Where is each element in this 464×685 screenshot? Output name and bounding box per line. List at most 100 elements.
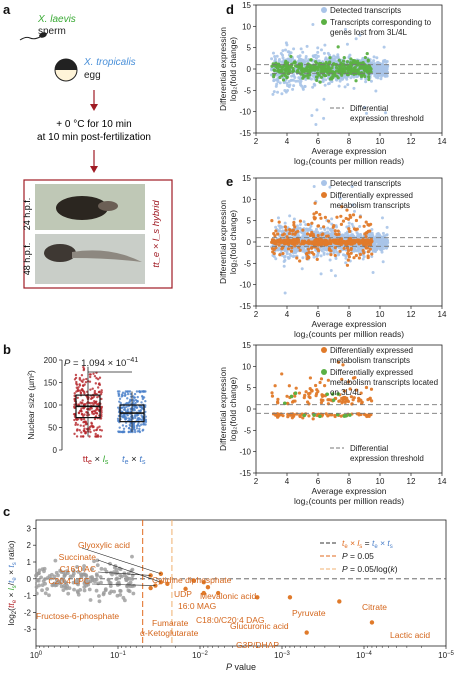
metabolite-point — [94, 588, 99, 593]
box-series — [72, 366, 104, 438]
box-jitter-point — [123, 414, 126, 417]
box-jitter-point — [98, 425, 101, 428]
box-jitter-point — [98, 376, 102, 379]
detected-transcript-point — [355, 231, 359, 235]
highlighted-transcript-point — [366, 223, 370, 227]
box-jitter-point — [124, 418, 127, 421]
detected-transcript-point — [374, 240, 378, 244]
metabolite-point — [122, 571, 127, 576]
box-jitter-point — [94, 435, 97, 438]
highlighted-transcript-point — [329, 253, 333, 257]
y-tick-label: -3 — [24, 625, 32, 634]
metabolite-label: 16:0 MAG — [178, 601, 216, 611]
box-jitter-point — [96, 395, 99, 399]
highlighted-transcript-point — [283, 68, 287, 72]
highlighted-transcript-point — [345, 60, 349, 64]
detected-transcript-point — [345, 232, 349, 236]
highlighted-transcript-point — [366, 255, 370, 260]
box-jitter-point — [117, 406, 120, 409]
box-jitter-point — [80, 418, 83, 421]
highlighted-transcript-point — [315, 75, 319, 79]
box-jitter-point — [124, 393, 127, 397]
y-tick-label: 1 — [27, 558, 32, 567]
detected-transcript-point — [337, 84, 341, 88]
highlighted-transcript-point — [284, 241, 288, 246]
detected-transcript-point — [349, 76, 353, 80]
highlighted-transcript-point — [336, 45, 340, 49]
metabolite-point — [90, 567, 95, 571]
box-jitter-point — [122, 427, 126, 430]
detected-transcript-point — [311, 54, 315, 58]
y-tick-label: -10 — [239, 448, 251, 457]
detected-transcript-point — [343, 85, 347, 89]
panel-a: a X. laevis sperm X. tropicalis egg + 0 … — [3, 2, 173, 289]
box-jitter-point — [80, 412, 84, 416]
legend-label: Differentially expressed — [330, 368, 413, 377]
y-tick-label: 100 — [44, 401, 58, 410]
panel-letter-e: e — [226, 174, 233, 189]
highlighted-transcript-point — [270, 394, 275, 398]
highlighted-transcript-point — [308, 376, 313, 380]
sperm-species-label: X. laevis — [37, 14, 76, 25]
detected-transcript-point — [271, 51, 275, 55]
panel-b: b 0 50 100 150 200 Nuclear size (µm²) tt e × ls… — [3, 342, 148, 466]
highlighted-transcript-point — [298, 259, 302, 263]
highlighted-transcript-point — [342, 246, 346, 251]
detected-transcript-point — [278, 81, 282, 85]
p-value-annotation: P = 1.094 × 10−41 — [64, 357, 138, 369]
highlighted-transcript-point — [297, 391, 302, 395]
box-jitter-point — [90, 421, 93, 425]
y-axis-title-line2: log₂(fold change) — [228, 37, 238, 101]
legend-threshold-label: Differential — [350, 444, 388, 453]
highlighted-transcript-point — [324, 74, 328, 78]
highlighted-transcript-point — [346, 67, 350, 71]
detected-transcript-point — [314, 227, 318, 231]
box-jitter-point — [85, 377, 88, 381]
highlighted-transcript-point — [296, 229, 300, 233]
highlighted-transcript-point — [340, 65, 344, 69]
highlighted-transcript-point — [363, 74, 367, 79]
highlighted-transcript-point — [328, 56, 332, 60]
highlighted-transcript-point — [366, 250, 370, 254]
metabolite-point — [53, 583, 58, 588]
detected-transcript-point — [280, 92, 284, 96]
detected-transcript-point — [281, 229, 285, 233]
box-jitter-point — [143, 423, 146, 426]
detected-transcript-point — [304, 227, 308, 231]
highlighted-transcript-point — [353, 375, 357, 380]
detected-transcript-point — [285, 232, 289, 236]
box-jitter-point — [126, 408, 130, 411]
highlighted-transcript-point — [369, 70, 373, 74]
highlighted-transcript-point — [368, 247, 372, 251]
detected-transcript-point — [374, 66, 378, 70]
highlighted-transcript-point — [348, 213, 352, 217]
on-3L4L-point — [342, 414, 347, 418]
box-jitter-point — [128, 400, 131, 403]
highlighted-transcript-point — [304, 241, 308, 245]
metabolite-label: Fructose-6-phosphate — [36, 611, 119, 621]
metabolite-point — [72, 587, 76, 592]
detected-transcript-point — [294, 79, 298, 83]
highlighted-transcript-point — [330, 66, 334, 70]
highlighted-transcript-point — [278, 68, 282, 72]
highlighted-transcript-point — [277, 220, 281, 224]
metabolite-point — [68, 574, 73, 579]
highlighted-transcript-point — [275, 232, 280, 236]
highlighted-transcript-point — [324, 240, 329, 244]
box-jitter-point — [96, 426, 99, 429]
highlighted-transcript-point — [294, 386, 298, 390]
highlighted-transcript-point — [301, 76, 305, 80]
highlighted-transcript-point — [362, 251, 366, 255]
time-label-24: 24 h.p.f. — [22, 198, 32, 231]
metabolite-point — [130, 554, 134, 559]
detected-transcript-point — [345, 77, 349, 81]
highlighted-transcript-point — [292, 237, 296, 242]
box-jitter-point — [83, 427, 86, 430]
highlighted-transcript-point — [312, 66, 316, 71]
detected-transcript-point — [371, 248, 375, 252]
on-3L4L-point — [282, 401, 287, 406]
x-tick-label: 10−5 — [438, 651, 454, 660]
metabolite-label: C18:0/C20:4 DAG — [196, 615, 265, 625]
detected-transcript-point — [314, 56, 318, 60]
highlighted-transcript-point — [326, 234, 330, 238]
